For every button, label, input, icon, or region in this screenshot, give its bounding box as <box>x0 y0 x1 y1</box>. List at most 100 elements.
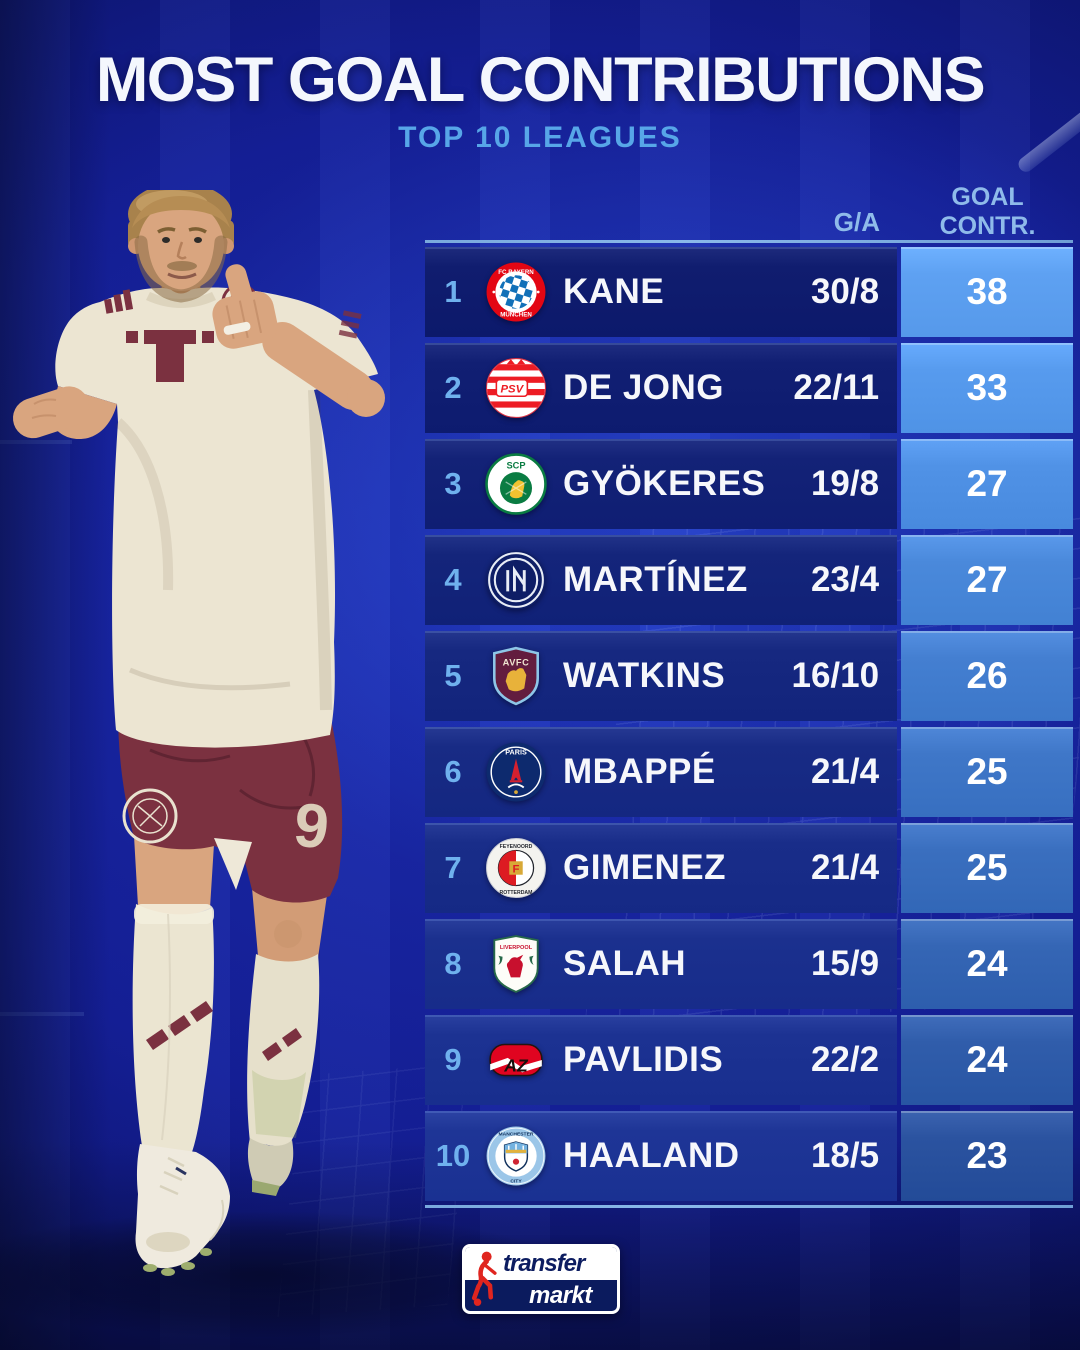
player-name: GYÖKERES <box>563 464 766 503</box>
table-row: 10 MANCHESTER CITY HAALAND 18/5 23 <box>425 1111 1073 1201</box>
ga-value: 30/8 <box>810 272 880 311</box>
ga-value: 21/4 <box>810 848 880 887</box>
table-row-main: 5 AVFC WATKINS 16/10 <box>425 631 898 721</box>
rank-label: 6 <box>444 754 462 789</box>
left-vignette <box>0 0 110 1350</box>
psg-badge: PARIS <box>485 741 547 803</box>
svg-text:PSV: PSV <box>500 384 524 396</box>
table-row-main: 4 MARTÍNEZ 23/4 <box>425 535 898 625</box>
column-header-goal-contr: GOAL CONTR. <box>902 183 1073 241</box>
rank-label: 9 <box>444 1042 462 1077</box>
rank-label: 3 <box>444 466 462 501</box>
column-header-goal-contr-line1: GOAL <box>951 183 1024 211</box>
table-row-main: 1 FC BAYERN MÜNCHEN KANE 30/8 <box>425 247 898 337</box>
table-row-main: 9 AZ PAVLIDIS 22/2 <box>425 1015 898 1105</box>
svg-text:PARIS: PARIS <box>505 747 527 756</box>
ga-value: 18/5 <box>810 1136 880 1175</box>
goal-contr-value: 38 <box>901 247 1073 337</box>
sporting-cp-badge: SCP <box>485 453 547 515</box>
table-row: 7 FEYENOORD ROTTERDAM F GIMENEZ 21/4 25 <box>425 823 1073 913</box>
player-name: DE JONG <box>563 368 725 407</box>
table-row: 9 AZ PAVLIDIS 22/2 24 <box>425 1015 1073 1105</box>
fc-bayern-badge: FC BAYERN MÜNCHEN <box>485 261 547 323</box>
inter-milan-badge <box>485 549 547 611</box>
player-name: SALAH <box>563 944 687 983</box>
table-row: 8 LIVERPOOL SALAH 15/9 24 <box>425 919 1073 1009</box>
table-row-main: 10 MANCHESTER CITY HAALAND 18/5 <box>425 1111 898 1201</box>
az-alkmaar-badge: AZ <box>485 1029 547 1091</box>
table-top-border <box>425 240 1073 243</box>
svg-text:AVFC: AVFC <box>503 658 530 668</box>
rank-label: 4 <box>444 562 462 597</box>
logo-text-transfer: transfer <box>503 1249 585 1277</box>
ranking-table: 1 FC BAYERN MÜNCHEN KANE 30/8 38 2 PSV D… <box>425 240 1073 1208</box>
svg-text:SCP: SCP <box>506 461 525 471</box>
sleeve-sponsor-patch <box>338 310 362 339</box>
table-row-main: 3 SCP GYÖKERES 19/8 <box>425 439 898 529</box>
ga-value: 19/8 <box>810 464 880 503</box>
player-name: HAALAND <box>563 1136 740 1175</box>
table-row-main: 2 PSV DE JONG 22/11 <box>425 343 898 433</box>
svg-text:F: F <box>513 864 520 876</box>
telekom-t-logo <box>126 330 214 382</box>
finger-tape-ring <box>223 321 251 335</box>
goal-contr-value: 25 <box>901 823 1073 913</box>
transfermarkt-player-icon <box>471 1251 497 1306</box>
table-row: 6 PARIS MBAPPÉ 21/4 25 <box>425 727 1073 817</box>
feyenoord-badge: FEYENOORD ROTTERDAM F <box>485 837 547 899</box>
adidas-logo <box>104 289 134 314</box>
table-row: 5 AVFC WATKINS 16/10 26 <box>425 631 1073 721</box>
liverpool-badge: LIVERPOOL <box>485 933 547 995</box>
rank-label: 8 <box>444 946 462 981</box>
svg-text:MANCHESTER: MANCHESTER <box>499 1131 534 1137</box>
page-subtitle: TOP 10 LEAGUES <box>398 121 682 154</box>
goal-contr-value: 27 <box>901 535 1073 625</box>
aston-villa-badge: AVFC <box>485 645 547 707</box>
shorts-number: 9 <box>291 790 333 862</box>
rank-label: 10 <box>435 1138 471 1173</box>
ga-value: 22/11 <box>793 368 880 407</box>
psv-eindhoven-badge: PSV <box>485 357 547 419</box>
table-row-main: 8 LIVERPOOL SALAH 15/9 <box>425 919 898 1009</box>
table-row: 2 PSV DE JONG 22/11 33 <box>425 343 1073 433</box>
ga-value: 15/9 <box>810 944 880 983</box>
table-row: 4 MARTÍNEZ 23/4 27 <box>425 535 1073 625</box>
goal-contr-value: 26 <box>901 631 1073 721</box>
table-row-main: 7 FEYENOORD ROTTERDAM F GIMENEZ 21/4 <box>425 823 898 913</box>
table-row: 1 FC BAYERN MÜNCHEN KANE 30/8 38 <box>425 247 1073 337</box>
table-row-main: 6 PARIS MBAPPÉ 21/4 <box>425 727 898 817</box>
player-name: WATKINS <box>563 656 726 695</box>
page-title: MOST GOAL CONTRIBUTIONS <box>95 45 986 115</box>
player-name: MARTÍNEZ <box>563 560 748 599</box>
logo-text-markt: markt <box>529 1281 592 1309</box>
column-header-ga: G/A <box>833 207 880 237</box>
svg-text:MÜNCHEN: MÜNCHEN <box>500 311 532 318</box>
transfermarkt-logo: transfer markt <box>462 1244 620 1314</box>
goal-contr-value: 23 <box>901 1111 1073 1201</box>
table-row: 3 SCP GYÖKERES 19/8 27 <box>425 439 1073 529</box>
ga-value: 16/10 <box>791 656 880 695</box>
svg-text:AZ: AZ <box>503 1055 529 1075</box>
manchester-city-badge: MANCHESTER CITY <box>485 1125 547 1187</box>
goal-contr-value: 25 <box>901 727 1073 817</box>
player-name: MBAPPÉ <box>563 752 716 791</box>
player-photo-harry-kane: 9 <box>12 190 385 1276</box>
column-header-goal-contr-line2: CONTR. <box>939 212 1036 240</box>
svg-text:CITY: CITY <box>510 1178 522 1184</box>
goal-contr-value: 24 <box>901 1015 1073 1105</box>
player-name: PAVLIDIS <box>563 1040 724 1079</box>
ga-value: 21/4 <box>810 752 880 791</box>
table-bottom-border <box>425 1205 1073 1208</box>
svg-text:ROTTERDAM: ROTTERDAM <box>500 890 533 896</box>
svg-text:LIVERPOOL: LIVERPOOL <box>500 945 533 951</box>
goal-contr-value: 27 <box>901 439 1073 529</box>
goal-contr-value: 33 <box>901 343 1073 433</box>
rank-label: 7 <box>444 850 462 885</box>
ga-value: 22/2 <box>810 1040 880 1079</box>
svg-text:FEYENOORD: FEYENOORD <box>500 844 533 850</box>
ga-value: 23/4 <box>810 560 880 599</box>
rank-label: 2 <box>444 370 462 405</box>
rank-label: 1 <box>444 274 462 309</box>
rank-label: 5 <box>444 658 462 693</box>
player-name: GIMENEZ <box>563 848 726 887</box>
